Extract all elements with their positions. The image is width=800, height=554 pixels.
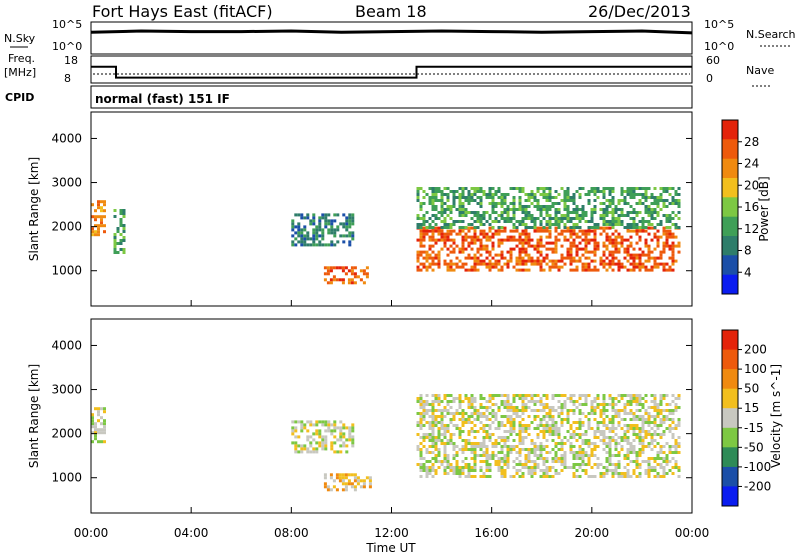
velocity-ylabel: Slant Range [km] [27,364,41,468]
freq-tick-bottom: 8 [64,72,71,85]
colorbar-swatch [722,466,738,487]
colorbar-swatch [722,408,738,429]
freq-unit: [MHz] [4,66,36,79]
echo-region [91,200,106,237]
nsky-tick-top: 10^5 [52,18,82,31]
x-tick-label: 16:00 [474,526,509,540]
freq-tick-top: 18 [64,54,78,67]
nave-tick-top: 60 [706,54,720,67]
power-colorbar: 4 8 12 16 20 24 28 Power [dB] [721,119,771,295]
colorbar-swatch [722,178,738,198]
power-cells [91,187,681,285]
nsearch-tick-bottom: 10^0 [704,40,734,53]
freq-panel: Freq. [MHz] CPID 18 8 60 0 Nave [4,52,774,104]
y-tick-label: 2000 [51,220,82,234]
colorbar-tick-label: 20 [744,178,759,192]
colorbar-tick-label: 200 [744,343,767,357]
freq-series-line [91,65,692,79]
y-tick-label: 2000 [51,427,82,441]
cpid-panel: normal (fast) 151 IF [90,85,693,109]
x-tick-label: 00:00 [675,526,710,540]
echo-region [323,266,369,285]
power-colorbar-label: Power [dB] [757,176,771,241]
colorbar-tick-label: 24 [744,157,759,171]
colorbar-swatch [722,158,738,179]
y-tick-label: 3000 [51,176,82,190]
x-tick-label: 20:00 [575,526,610,540]
colorbar-swatch [722,349,738,370]
freq-label: Freq. [8,52,35,65]
echo-region [113,209,126,254]
cpid-text: normal (fast) 151 IF [95,92,230,106]
colorbar-swatch [722,197,738,218]
colorbar-swatch [722,274,738,295]
time-xlabel: Time UT [365,541,416,554]
x-tick-label: 04:00 [174,526,209,540]
colorbar-tick-label: 15 [744,401,759,415]
colorbar-tick-label: 28 [744,135,759,149]
colorbar-tick-label: 8 [744,244,752,258]
colorbar-swatch [722,330,738,351]
nave-label: Nave [746,64,774,77]
colorbar-tick-label: -100 [744,460,771,474]
date-title: 26/Dec/2013 [588,2,691,21]
echo-region [323,473,372,492]
velocity-colorbar: -200 -100 -50 -15 15 50 100 200 Velocity [m s^-… [721,329,783,507]
nave-tick-bottom: 0 [706,72,713,85]
colorbar-tick-label: 4 [744,265,752,279]
y-tick-label: 4000 [51,131,82,145]
y-tick-label: 1000 [51,264,82,278]
colorbar-swatch [722,447,738,468]
power-panel: 1000 2000 3000 4000 Slant Range [km] [27,111,693,307]
colorbar-swatch [722,427,738,448]
power-ylabel: Slant Range [km] [27,157,41,261]
echo-region [291,213,355,247]
colorbar-swatch [722,236,738,256]
echo-region [416,226,681,272]
echo-region [291,420,355,454]
y-tick-label: 1000 [51,471,82,485]
colorbar-swatch [722,388,738,409]
beam-title: Beam 18 [355,2,427,21]
nsky-series-line [90,29,693,35]
colorbar-swatch [722,255,738,276]
station-title: Fort Hays East (fitACF) [92,2,273,21]
x-tick-label: 12:00 [374,526,409,540]
velocity-y-ticks: 1000 2000 3000 4000 [51,338,692,485]
y-tick-label: 3000 [51,383,82,397]
colorbar-swatch [722,369,738,390]
velocity-colorbar-label: Velocity [m s^-1] [769,364,783,468]
nsearch-label: N.Search [746,28,796,41]
nsky-label: N.Sky [4,32,36,45]
nsky-tick-bottom: 10^0 [52,40,82,53]
x-tick-label: 08:00 [274,526,309,540]
colorbar-swatch [722,486,738,507]
velocity-cells [91,394,681,492]
colorbar-tick-label: -50 [744,440,764,454]
cpid-label: CPID [5,91,34,104]
colorbar-tick-label: 16 [744,200,759,214]
echo-region [416,187,681,229]
nsearch-tick-top: 10^5 [704,18,734,31]
time-x-ticks: 00:00 04:00 08:00 12:00 16:00 20:00 00:00 [74,300,710,540]
nsky-panel: N.Sky 10^5 10^0 10^5 10^0 N.Search [4,18,796,55]
colorbar-swatch [722,139,738,160]
colorbar-swatch [722,216,738,237]
x-tick-label: 00:00 [74,526,109,540]
echo-region [91,407,106,444]
colorbar-tick-label: -200 [744,479,771,493]
colorbar-tick-label: -15 [744,421,764,435]
echo-region [416,394,681,478]
colorbar-swatch [722,120,738,140]
power-y-ticks: 1000 2000 3000 4000 [51,131,692,278]
colorbar-tick-label: 100 [744,362,767,376]
y-tick-label: 4000 [51,338,82,352]
colorbar-tick-label: 12 [744,222,759,236]
colorbar-tick-label: 50 [744,382,759,396]
